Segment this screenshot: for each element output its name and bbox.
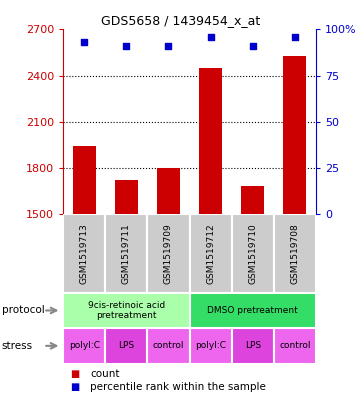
Text: ■: ■ xyxy=(70,382,80,392)
Text: protocol: protocol xyxy=(2,305,44,316)
Bar xyxy=(157,168,180,214)
Point xyxy=(208,34,213,40)
Bar xyxy=(63,293,190,328)
Text: percentile rank within the sample: percentile rank within the sample xyxy=(90,382,266,392)
Bar xyxy=(199,68,222,214)
Text: control: control xyxy=(153,342,184,350)
Bar xyxy=(241,186,264,214)
Bar xyxy=(232,214,274,293)
Text: GSM1519708: GSM1519708 xyxy=(290,223,299,284)
Text: LPS: LPS xyxy=(118,342,134,350)
Text: GSM1519710: GSM1519710 xyxy=(248,223,257,284)
Text: polyI:C: polyI:C xyxy=(195,342,226,350)
Point xyxy=(166,43,171,49)
Text: DMSO pretreatment: DMSO pretreatment xyxy=(207,306,298,315)
Text: polyI:C: polyI:C xyxy=(69,342,100,350)
Text: count: count xyxy=(90,369,120,379)
Bar xyxy=(274,214,316,293)
Bar xyxy=(190,328,232,364)
Point xyxy=(123,43,129,49)
Text: control: control xyxy=(279,342,310,350)
Text: ■: ■ xyxy=(70,369,80,379)
Bar xyxy=(63,214,105,293)
Text: GSM1519711: GSM1519711 xyxy=(122,223,131,284)
Bar xyxy=(274,328,316,364)
Text: GSM1519709: GSM1519709 xyxy=(164,223,173,284)
Bar xyxy=(232,328,274,364)
Bar xyxy=(147,328,190,364)
Text: LPS: LPS xyxy=(245,342,261,350)
Text: GDS5658 / 1439454_x_at: GDS5658 / 1439454_x_at xyxy=(101,14,260,27)
Point xyxy=(81,39,87,46)
Bar xyxy=(63,328,105,364)
Bar xyxy=(105,328,147,364)
Bar xyxy=(105,214,147,293)
Bar xyxy=(147,214,190,293)
Text: GSM1519712: GSM1519712 xyxy=(206,223,215,284)
Text: stress: stress xyxy=(2,341,33,351)
Bar xyxy=(115,180,138,214)
Text: GSM1519713: GSM1519713 xyxy=(80,223,89,284)
Bar xyxy=(190,293,316,328)
Bar xyxy=(73,147,96,214)
Bar xyxy=(283,56,306,214)
Bar xyxy=(190,214,232,293)
Point xyxy=(250,43,256,49)
Point xyxy=(292,34,298,40)
Text: 9cis-retinoic acid
pretreatment: 9cis-retinoic acid pretreatment xyxy=(88,301,165,320)
